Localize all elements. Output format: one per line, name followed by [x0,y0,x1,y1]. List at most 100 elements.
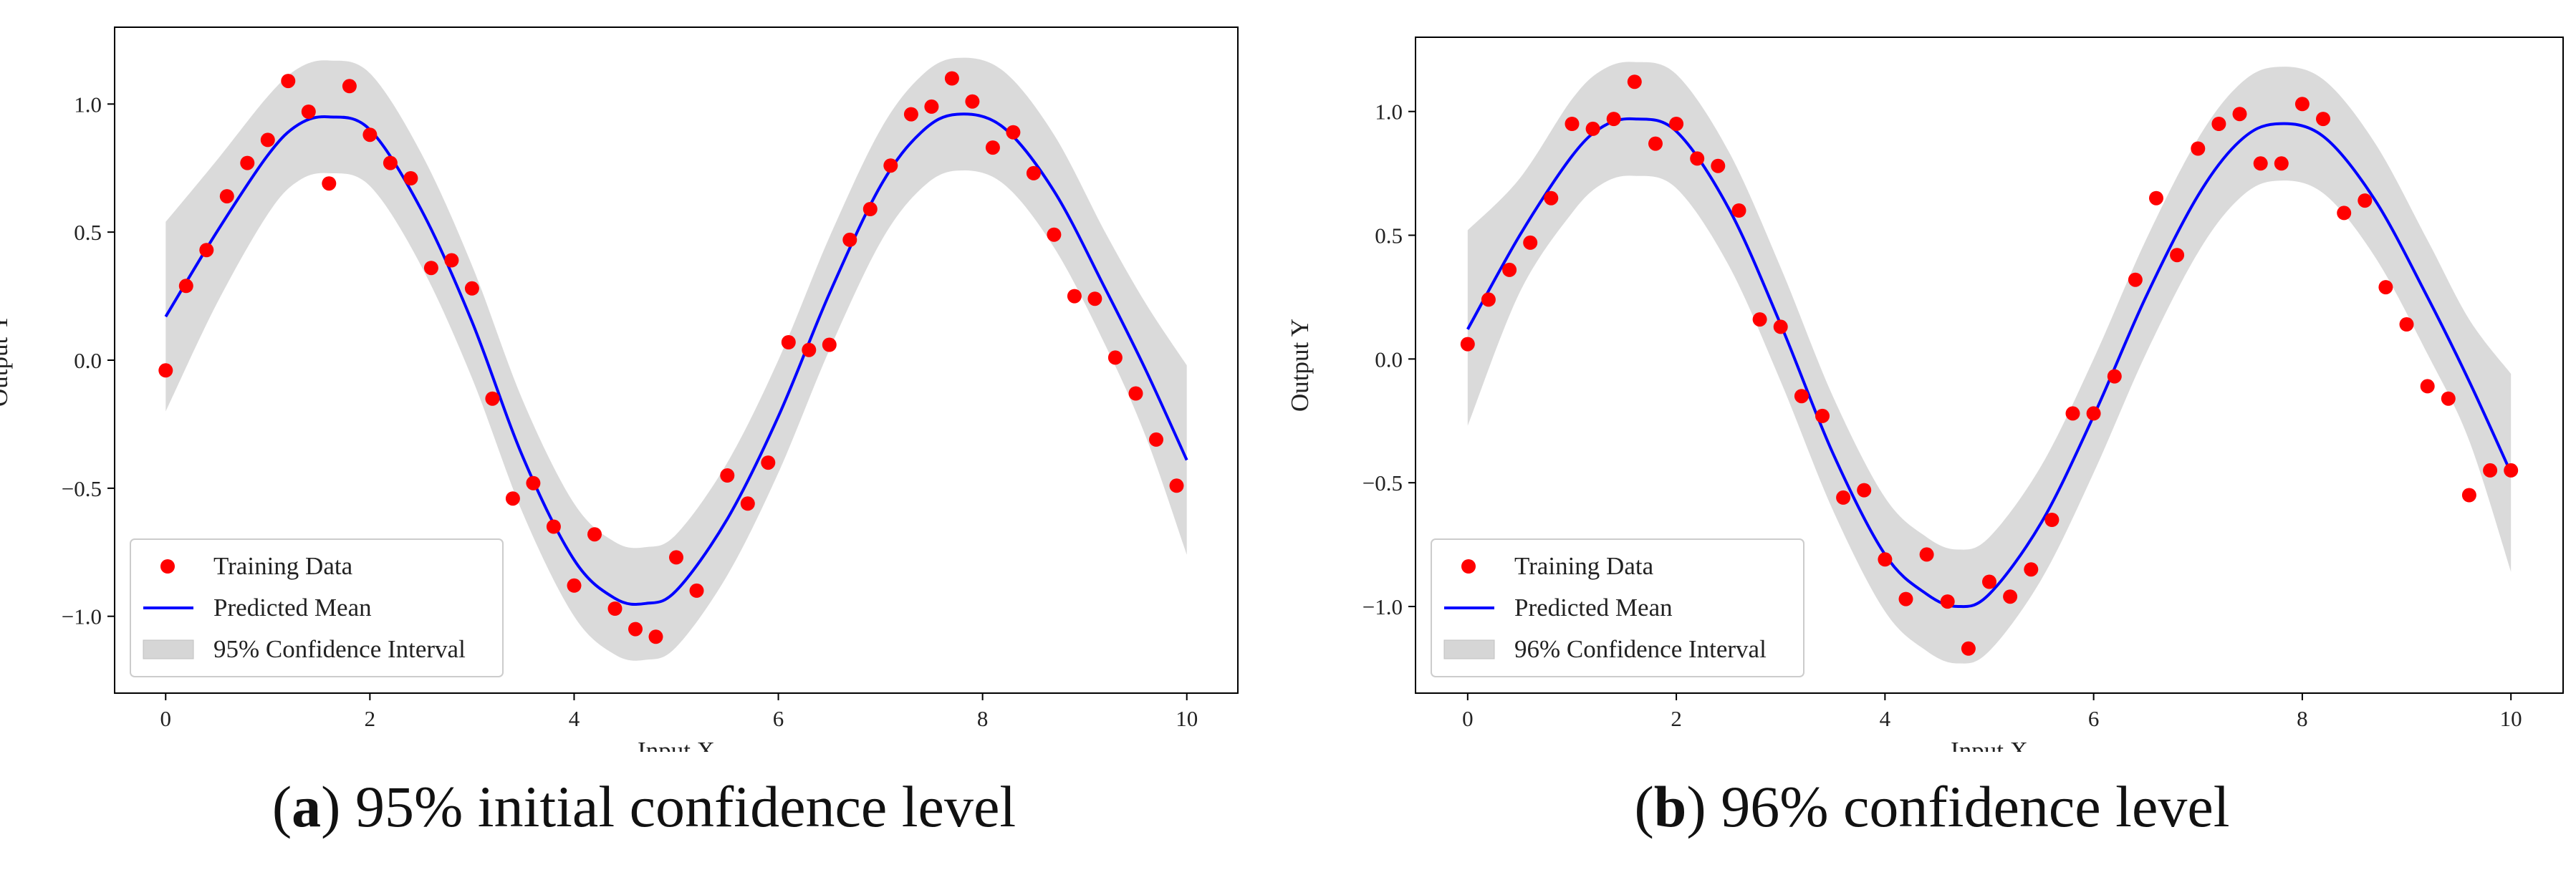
chart-a-data-point [1067,289,1082,304]
chart-a-data-point [260,132,275,148]
chart-b-predicted-mean-line [1466,117,2513,609]
chart-a-data-point [669,550,683,565]
chart-a-y-tick-label: −1.0 [62,604,102,629]
chart-b-data-point [1523,235,1538,250]
chart-a-data-point [1047,227,1062,242]
caption-b: (b) 96% confidence level [1634,774,2230,839]
chart-b-data-point [2024,562,2039,577]
chart-b-data-point [2191,141,2206,156]
chart-b-x-axis-label: Input X [1951,737,2028,752]
chart-a-predicted-mean-line [164,112,1188,606]
chart-a-data-point [219,189,234,204]
chart-a-data-point [1169,478,1184,493]
chart-b-legend-marker-training [1461,559,1476,574]
chart-a-data-point [883,158,898,173]
chart-b-data-point [1565,117,1580,131]
chart-b-data-point [1940,594,1955,609]
chart-b-legend-box [1431,538,1804,677]
chart-b-x-tick-label: 6 [2088,706,2100,731]
chart-b-data-point [2461,488,2476,503]
chart-b-x-tick-label: 10 [2500,706,2522,731]
chart-a-data-point [567,578,582,593]
chart-a-data-point [1149,432,1163,447]
chart-b-data-point [1815,408,1830,423]
chart-a-legend-label: 95% Confidence Interval [213,635,466,663]
chart-a-y-tick-label: 0.0 [74,348,102,373]
chart-a-data-point [689,583,704,598]
chart-a-data-point [362,127,378,142]
chart-a-data-point [526,475,541,490]
chart-b-y-tick-label: 0.0 [1375,347,1403,372]
chart-a-legend-label: Training Data [213,552,353,580]
chart-a-data-point [301,105,316,119]
chart-a-x-axis-label: Input X [638,737,715,752]
chart-a-x-tick-label: 2 [365,706,376,731]
chart-b-data-point [2149,190,2163,206]
chart-b-data-point [2441,391,2456,406]
chart-a-y-tick-label: −0.5 [62,476,102,501]
chart-a-legend-marker-training [160,559,175,574]
chart-a-svg: 0 2 4 6 8 10 −1.0 −0.5 0.0 0.5 1.0 Input X Output Y T… [0,26,1239,752]
chart-b-data-point [1544,190,1559,206]
chart-b-data-point [1481,292,1496,307]
chart-b-y-tick-label: 1.0 [1375,100,1403,125]
chart-b-plot-frame [1415,37,2564,694]
chart-b-data-point [1648,136,1663,151]
chart-a-data-point [281,74,296,89]
chart-a-data-point [924,99,939,114]
chart-a-y-tick-label: 1.0 [74,92,102,117]
chart-a-data-point [965,94,980,109]
chart-b-x-tick-label: 8 [2297,706,2308,731]
chart-b-data-point [2211,117,2226,131]
chart-b-data-point [1690,151,1705,166]
chart-b-y-tick-label: −1.0 [1363,594,1403,619]
chart-b-data-point [1961,641,1976,656]
chart-panel-b: 0 2 4 6 8 10 −1.0 −0.5 0.0 0.5 1.0 Input X Output Y T… [1288,0,2576,875]
chart-b-y-tick-label: −0.5 [1363,470,1403,495]
chart-b-data-point [1982,574,1996,589]
chart-b-data-point [1919,547,1934,562]
chart-a-data-point [199,243,214,258]
chart-b-data-point [1731,203,1746,218]
chart-b-data-point [1502,262,1517,277]
chart-b-data-point [2253,156,2268,171]
chart-a-data-point [862,202,878,216]
chart-a-x-tick-label: 4 [569,706,580,731]
chart-a-data-point [158,363,173,378]
chart-a-data-point [648,629,663,644]
caption-b-text: 96% confidence level [1721,774,2230,839]
chart-b-x-tick-label: 4 [1880,706,1891,731]
chart-a-data-point [1006,125,1021,140]
chart-a-data-point [403,171,418,185]
chart-a-data-point [1128,386,1143,401]
chart-a-legend-box [130,538,504,677]
chart-a-data-point [342,79,357,94]
chart-a-data-point [985,140,1000,155]
chart-b-legend: Training Data Predicted Mean 96% Confidenc… [1431,538,1804,677]
chart-b-data-point [2337,206,2352,221]
chart-a-data-point [423,261,438,276]
caption-a-letter: a [292,774,322,839]
chart-b-data-point [1794,389,1809,404]
chart-b-data-point [1606,112,1621,127]
chart-a-data-point [720,468,735,483]
chart-a-legend: Training Data Predicted Mean 95% Confidenc… [130,538,504,677]
chart-a-y-axis-label: Output Y [0,314,13,407]
chart-a-data-point [178,279,193,294]
chart-b-data-point [2420,379,2435,394]
chart-a-data-point [822,337,837,352]
chart-a-data-point [1087,291,1102,306]
chart-b-data-point [1585,121,1600,136]
chart-b-data-point [1627,74,1642,90]
chart-a-x-tick-label: 0 [160,706,172,731]
chart-b-data-point [2170,248,2185,263]
chart-a-data-point [761,455,776,470]
chart-a-data-point [607,601,623,616]
chart-b-data-point [2316,112,2330,127]
chart-b-data-point [2378,280,2393,295]
chart-b-confidence-band [1467,62,2512,664]
chart-a-data-point [444,253,459,268]
chart-a-data-point [587,527,602,542]
chart-b-data-point [2358,193,2373,208]
caption-b-letter: b [1653,774,1687,839]
